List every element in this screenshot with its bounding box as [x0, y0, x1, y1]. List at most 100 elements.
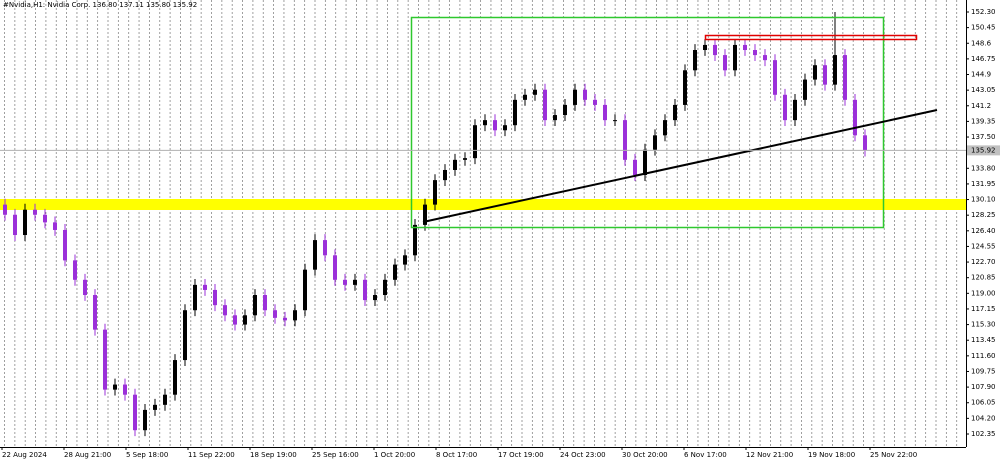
period-separators: [4, 0, 958, 447]
y-tick-label: 152.30: [971, 8, 996, 16]
candle-body: [453, 159, 457, 170]
candle-body: [533, 89, 537, 95]
y-tick-label: 143.05: [971, 86, 996, 94]
candle-body: [123, 384, 127, 395]
candle-body: [343, 279, 347, 285]
candle-body: [723, 55, 727, 71]
candle-body: [353, 279, 357, 285]
candle-body: [843, 55, 847, 100]
candle-body: [393, 264, 397, 280]
y-tick-label: 107.90: [971, 383, 996, 391]
y-tick-label: 133.80: [971, 164, 996, 172]
candle-body: [183, 310, 187, 361]
candle-body: [553, 115, 557, 121]
candle-body: [53, 222, 57, 230]
candle-body: [413, 224, 417, 256]
x-tick-label: 1 Oct 20:00: [374, 451, 415, 459]
candle-body: [443, 169, 447, 181]
y-tick-label: 119.00: [971, 289, 996, 297]
x-tick-label: 6 Nov 17:00: [684, 451, 727, 459]
candles: [3, 11, 867, 437]
candle-body: [743, 44, 747, 51]
candle-body: [73, 260, 77, 280]
candle-body: [823, 65, 827, 85]
candle-body: [763, 55, 767, 61]
candle-body: [383, 279, 387, 296]
candle-body: [563, 104, 567, 116]
candle-body: [603, 104, 607, 121]
candle-body: [13, 214, 17, 236]
candle-body: [263, 295, 267, 311]
candle-body: [313, 240, 317, 270]
candle-body: [623, 120, 627, 160]
candle-body: [583, 89, 587, 100]
candle-body: [173, 360, 177, 395]
candle-body: [733, 44, 737, 71]
candle-body: [463, 158, 467, 160]
candle-body: [473, 125, 477, 159]
candle-body: [283, 317, 287, 321]
candle-body: [33, 209, 37, 215]
candle-body: [813, 65, 817, 80]
y-tick-label: 104.20: [971, 414, 996, 422]
last-price-box: [967, 145, 1000, 156]
y-tick-label: 111.60: [971, 352, 996, 360]
candle-body: [243, 315, 247, 325]
x-tick-label: 22 Aug 2024: [2, 451, 47, 459]
y-tick-label: 124.55: [971, 242, 996, 250]
x-tick-label: 17 Oct 19:00: [498, 451, 544, 459]
x-tick-label: 18 Sep 19:00: [250, 451, 297, 459]
y-tick-label: 141.2: [971, 102, 991, 110]
candle-body: [133, 394, 137, 431]
candle-body: [683, 70, 687, 105]
candle-body: [653, 135, 657, 150]
chart-title: #Nvidia,H1: Nvidia Corp. 136.80 137.11 1…: [3, 1, 197, 9]
x-tick-label: 5 Sep 18:00: [126, 451, 168, 459]
candle-body: [113, 384, 117, 390]
candle-body: [293, 310, 297, 321]
candle-body: [673, 104, 677, 121]
y-tick-label: 150.45: [971, 24, 996, 32]
candle-body: [613, 120, 617, 122]
x-tick-label: 25 Sep 16:00: [312, 451, 359, 459]
y-tick-label: 131.95: [971, 180, 996, 188]
y-tick-label: 117.15: [971, 305, 996, 313]
candle-body: [493, 120, 497, 131]
last-price-label: 135.92: [971, 146, 996, 154]
candle-body: [793, 99, 797, 121]
candle-body: [193, 284, 197, 311]
x-tick-label: 8 Oct 17:00: [436, 451, 477, 459]
y-tick-label: 144.9: [971, 71, 991, 79]
candle-body: [423, 204, 427, 225]
x-tick-label: 30 Oct 20:00: [622, 451, 668, 459]
candle-body: [333, 255, 337, 280]
candle-body: [773, 60, 777, 95]
candle-body: [663, 120, 667, 136]
candle-body: [93, 295, 97, 330]
y-tick-label: 139.35: [971, 117, 996, 125]
candle-body: [513, 99, 517, 126]
y-tick-label: 106.05: [971, 399, 996, 407]
x-tick-label: 11 Sep 22:00: [188, 451, 235, 459]
candle-body: [483, 120, 487, 126]
y-tick-label: 102.35: [971, 430, 996, 438]
candle-body: [753, 50, 757, 56]
y-tick-label: 122.70: [971, 258, 996, 266]
candle-body: [523, 94, 527, 100]
candle-body: [153, 404, 157, 410]
candle-body: [863, 135, 867, 151]
candle-body: [103, 329, 107, 390]
trend-line: [422, 109, 938, 223]
candle-body: [273, 310, 277, 318]
candle-body: [543, 89, 547, 121]
candle-body: [323, 240, 327, 256]
candle-body: [3, 204, 7, 215]
candle-body: [713, 44, 717, 56]
x-tick-label: 25 Nov 22:00: [870, 451, 917, 459]
candle-body: [203, 284, 207, 290]
x-tick-label: 12 Nov 21:00: [746, 451, 793, 459]
candle-body: [63, 229, 67, 261]
y-tick-label: 109.75: [971, 367, 996, 375]
candle-body: [23, 209, 27, 236]
